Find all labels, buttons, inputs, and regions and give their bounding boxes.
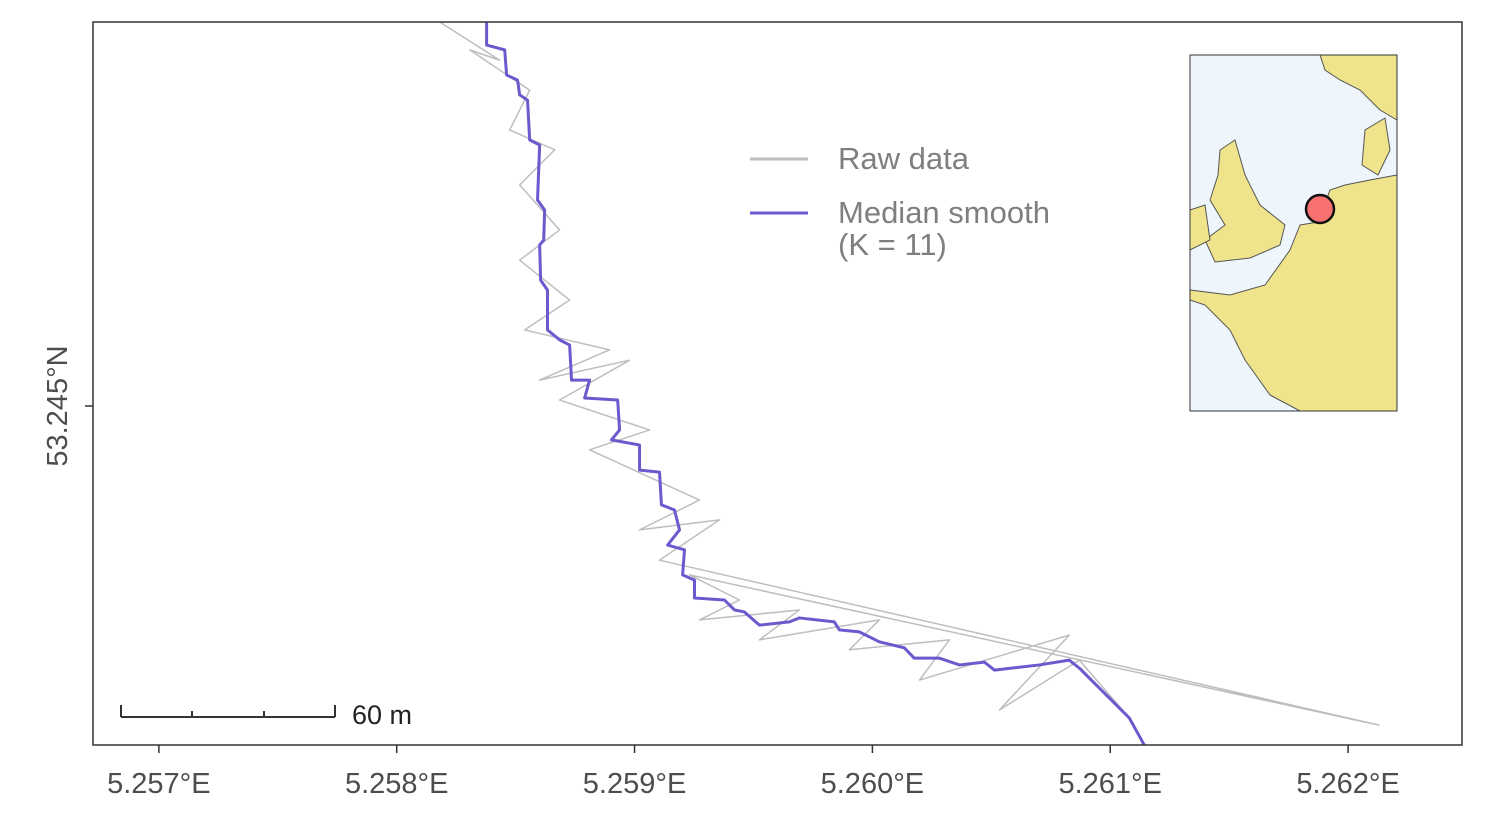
scale-bar	[120, 705, 336, 718]
plot-frame	[92, 21, 1463, 746]
x-tick-label: 5.259°E	[583, 768, 687, 800]
x-tick-label: 5.262°E	[1296, 768, 1400, 800]
inset-location-marker	[1304, 193, 1336, 225]
inset-land	[1361, 117, 1391, 176]
inset-frame	[1189, 54, 1398, 412]
legend-label: Median smooth (K = 11)	[838, 195, 1050, 262]
track-line	[439, 22, 1380, 726]
x-tick-label: 5.260°E	[821, 768, 925, 800]
scale-bar-label: 60 m	[352, 700, 412, 730]
x-tick-label: 5.261°E	[1058, 768, 1162, 800]
plot-area	[439, 22, 1380, 745]
x-tick-label: 5.257°E	[107, 768, 211, 800]
legend-label: Raw data	[838, 141, 969, 176]
inset-land	[1189, 174, 1398, 412]
x-tick-label: 5.258°E	[345, 768, 449, 800]
inset-map	[1189, 54, 1398, 412]
inset-land	[1204, 139, 1286, 263]
y-tick-label: 53.245°N	[42, 345, 74, 466]
track-line	[485, 22, 1146, 745]
